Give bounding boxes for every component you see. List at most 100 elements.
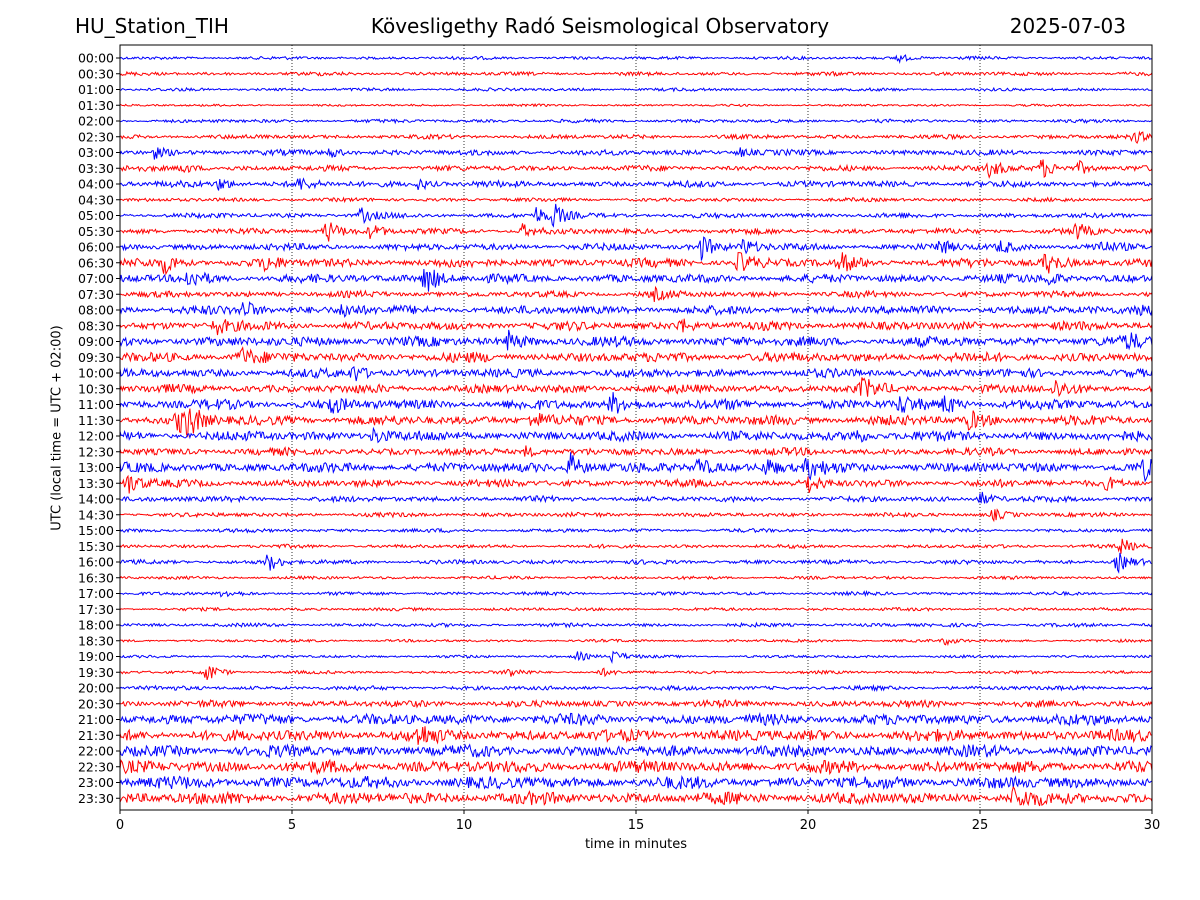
y-tick-label: 16:30 [78, 570, 114, 585]
seismic-trace [119, 366, 1153, 382]
y-tick-label: 23:30 [78, 791, 114, 806]
y-tick-label: 06:00 [78, 240, 114, 255]
y-tick-label: 17:30 [78, 602, 114, 617]
y-tick-label: 09:30 [78, 350, 114, 365]
y-tick-label: 22:00 [78, 744, 114, 759]
x-axis-ticks: 0 5 10 15 20 25 30 [116, 810, 1160, 833]
y-tick-label: 17:00 [78, 586, 114, 601]
y-tick-label: 15:00 [78, 523, 114, 538]
y-axis-label: UTC (local time = UTC + 02:00) [49, 325, 65, 531]
y-tick-label: 14:30 [78, 507, 114, 522]
chart-title: Kövesligethy Radó Seismological Observat… [370, 14, 830, 38]
x-tick-label: 20 [800, 818, 817, 833]
seismic-trace [119, 758, 1153, 776]
y-tick-label: 03:30 [78, 161, 114, 176]
seismic-trace [119, 285, 1153, 303]
seismic-trace [119, 301, 1153, 319]
y-tick-label: 13:30 [78, 476, 114, 491]
seismic-trace [119, 786, 1153, 807]
seismic-trace [119, 377, 1153, 398]
y-tick-label: 14:00 [78, 492, 114, 507]
y-tick-label: 12:00 [78, 429, 114, 444]
y-tick-label: 20:30 [78, 696, 114, 711]
y-tick-label: 01:30 [78, 98, 114, 113]
station-name: HU_Station_TIH [75, 14, 229, 38]
y-tick-label: 05:30 [78, 224, 114, 239]
chart-date: 2025-07-03 [1009, 14, 1126, 38]
seismic-trace [119, 621, 1153, 629]
x-axis-label: time in minutes [584, 837, 688, 852]
seismic-trace [119, 711, 1153, 727]
seismic-trace [119, 236, 1153, 261]
y-axis-ticks: 00:0000:3001:0001:3002:0002:3003:0003:30… [78, 51, 120, 806]
y-tick-label: 20:00 [78, 681, 114, 696]
seismic-trace [119, 452, 1153, 483]
y-tick-label: 10:00 [78, 366, 114, 381]
y-tick-label: 11:30 [78, 413, 114, 428]
seismic-trace [119, 474, 1153, 494]
seismic-trace [119, 408, 1153, 438]
seismic-trace [119, 329, 1153, 351]
grid-lines [291, 45, 981, 810]
y-tick-label: 04:00 [78, 177, 114, 192]
y-tick-label: 18:00 [78, 618, 114, 633]
y-tick-label: 09:00 [78, 334, 114, 349]
y-tick-label: 16:00 [78, 555, 114, 570]
x-tick-label: 25 [972, 818, 989, 833]
seismic-trace [119, 252, 1153, 276]
seismic-trace [119, 726, 1152, 745]
seismic-trace [119, 54, 1153, 65]
seismic-trace [119, 426, 1153, 444]
y-tick-label: 10:30 [78, 381, 114, 396]
seismic-trace [119, 606, 1153, 613]
seismic-trace [119, 392, 1153, 414]
y-tick-label: 03:00 [78, 145, 114, 160]
seismic-trace [119, 445, 1153, 458]
y-tick-label: 15:30 [78, 539, 114, 554]
seismic-trace [119, 196, 1153, 204]
x-tick-label: 0 [116, 818, 124, 833]
seismic-trace [119, 538, 1153, 554]
seismic-trace [119, 638, 1153, 647]
y-tick-label: 05:00 [78, 208, 114, 223]
seismic-trace [119, 491, 1153, 504]
y-tick-label: 13:00 [78, 460, 114, 475]
y-tick-label: 23:00 [78, 775, 114, 790]
seismic-trace [119, 590, 1153, 598]
seismic-trace [119, 346, 1153, 364]
y-tick-label: 21:00 [78, 712, 114, 727]
y-tick-label: 00:00 [78, 51, 114, 66]
seismic-trace [119, 508, 1153, 523]
seismic-trace [120, 698, 1153, 710]
seismic-trace [119, 103, 1153, 108]
seismic-trace [119, 743, 1153, 759]
seismic-trace [119, 774, 1153, 790]
y-tick-label: 04:30 [78, 192, 114, 207]
seismic-trace [119, 527, 1153, 534]
y-tick-label: 11:00 [78, 397, 114, 412]
y-tick-label: 07:30 [78, 287, 114, 302]
seismic-trace [119, 666, 1152, 681]
seismic-trace [119, 146, 1153, 160]
seismic-trace [119, 177, 1153, 191]
y-tick-label: 18:30 [78, 633, 114, 648]
y-tick-label: 08:00 [78, 303, 114, 318]
seismic-trace [119, 574, 1153, 581]
y-tick-label: 02:30 [78, 129, 114, 144]
y-tick-label: 02:00 [78, 114, 114, 129]
seismic-trace [119, 203, 1153, 228]
y-tick-label: 22:30 [78, 759, 114, 774]
y-tick-label: 08:30 [78, 318, 114, 333]
y-tick-label: 06:30 [78, 255, 114, 270]
seismic-trace [119, 683, 1153, 693]
seismic-trace [119, 318, 1153, 336]
x-tick-label: 30 [1144, 818, 1161, 833]
seismic-trace [119, 130, 1153, 144]
y-tick-label: 21:30 [78, 728, 114, 743]
seismic-trace [119, 650, 1153, 664]
seismic-trace [119, 70, 1153, 78]
seismic-trace [119, 552, 1153, 574]
seismic-trace [119, 118, 1153, 125]
y-tick-label: 01:00 [78, 82, 114, 97]
